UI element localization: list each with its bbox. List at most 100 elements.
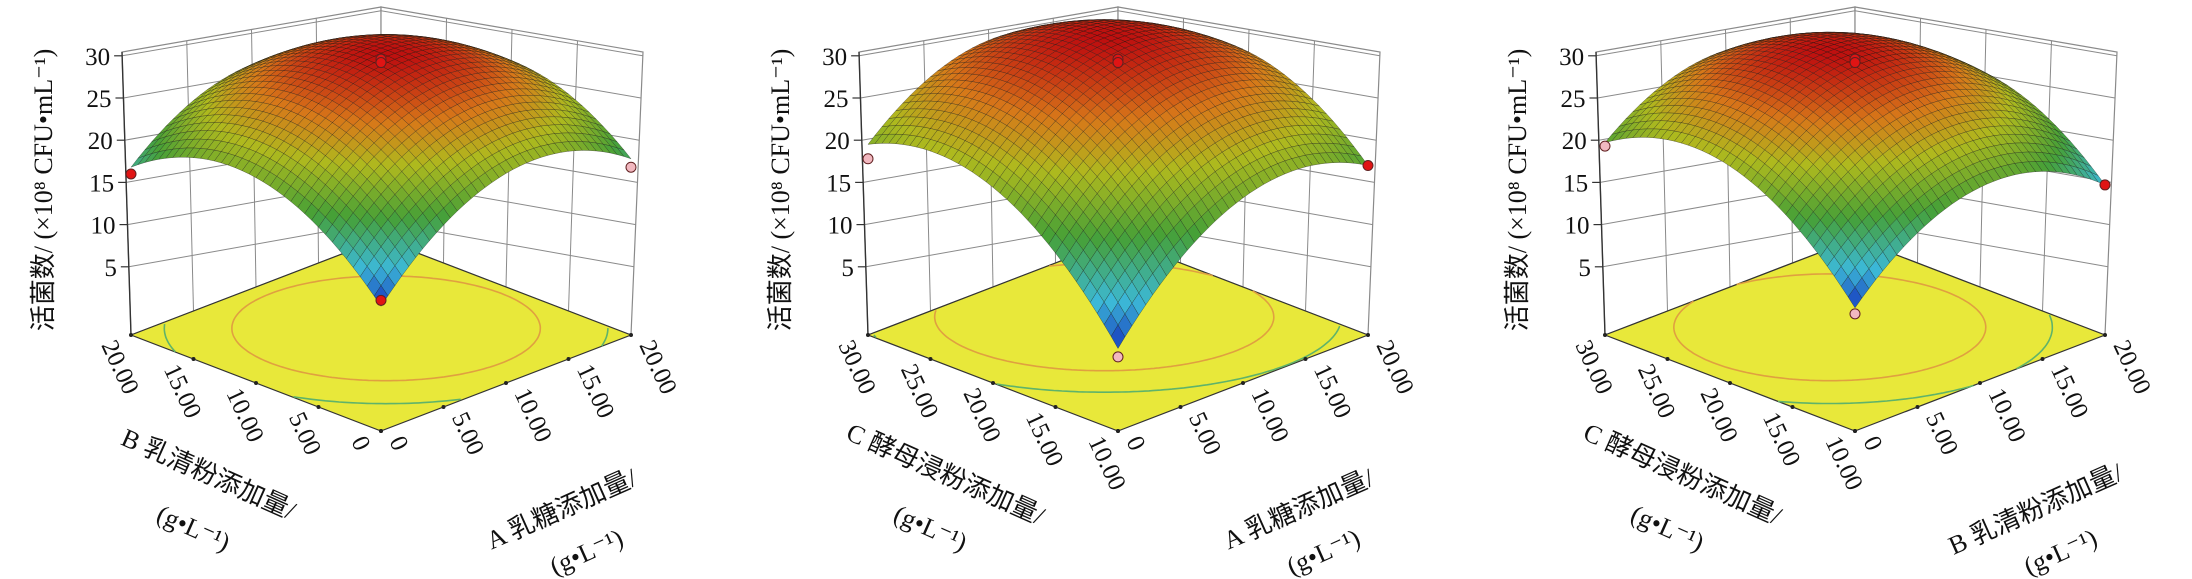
x-axis-tick-label: 15.00 xyxy=(1308,360,1356,422)
x-axis-tick-mark xyxy=(504,381,508,385)
y-axis-tick-mark xyxy=(1053,405,1058,409)
y-axis-title: C 酵母浸粉添加量/ xyxy=(842,418,1049,531)
x-axis-tick-label: 15.00 xyxy=(2045,360,2093,422)
z-tick-label: 5 xyxy=(1578,255,1591,282)
z-tick-label: 5 xyxy=(841,255,854,282)
x-axis-tick-mark xyxy=(1978,381,1982,385)
y-axis-tick-mark xyxy=(1665,357,1670,361)
x-axis-tick-mark xyxy=(1241,381,1245,385)
y-axis-tick-label: 30.00 xyxy=(1570,336,1618,398)
x-axis-tick-mark xyxy=(2040,357,2045,361)
x-axis-tick-label: 20.00 xyxy=(634,336,682,398)
y-axis-tick-mark xyxy=(1116,429,1120,433)
x-axis-tick-label: 15.00 xyxy=(571,360,619,422)
y-axis-title: B 乳清粉添加量/ xyxy=(117,423,300,526)
z-axis-line xyxy=(121,51,132,336)
y-axis-unit: (g•L⁻¹) xyxy=(152,499,234,557)
x-axis-tick-label: 10.00 xyxy=(1983,384,2031,446)
y-axis-tick-mark xyxy=(316,405,321,409)
y-axis-tick-label: 10.00 xyxy=(221,384,269,446)
x-axis-tick-label: 10.00 xyxy=(509,384,557,446)
response-surface xyxy=(1604,31,2106,309)
z-tick-label: 30 xyxy=(1559,44,1584,71)
z-axis-line xyxy=(1595,51,1606,336)
x-axis-tick-label: 5.00 xyxy=(446,408,489,459)
z-tick-label: 25 xyxy=(1560,86,1585,113)
x-axis-tick-mark xyxy=(2103,333,2107,337)
z-tick-label: 30 xyxy=(822,44,847,71)
x-axis-tick-label: 10.00 xyxy=(1246,384,1294,446)
y-axis-tick-label: 0 xyxy=(346,432,376,455)
x-axis-tick-label: 0 xyxy=(1121,432,1151,455)
z-tick-label: 30 xyxy=(85,44,110,71)
z-tick-label: 15 xyxy=(826,170,851,197)
z-axis-title: 活菌数/ (×10⁸ CFU•mL⁻¹) xyxy=(766,49,795,332)
x-axis-tick-label: 5.00 xyxy=(1183,408,1226,459)
design-point xyxy=(1599,140,1611,152)
y-axis-unit: (g•L⁻¹) xyxy=(889,499,971,557)
y-axis-tick-label: 15.00 xyxy=(1020,408,1068,470)
x-axis-tick-mark xyxy=(1303,357,1308,361)
response-surface xyxy=(130,34,632,307)
x-axis-tick-mark xyxy=(1915,405,1920,409)
x-axis-tick-label: 0 xyxy=(1858,432,1888,455)
x-axis-unit: (g•L⁻¹) xyxy=(546,523,628,579)
y-axis-tick-mark xyxy=(991,381,995,385)
y-axis-tick-label: 25.00 xyxy=(1632,360,1680,422)
y-axis-tick-label: 30.00 xyxy=(833,336,881,398)
design-point xyxy=(1112,351,1124,363)
y-axis-tick-mark xyxy=(191,357,196,361)
surface-cell xyxy=(1110,324,1126,349)
y-axis-tick-mark xyxy=(1790,405,1795,409)
floor-contour-25 xyxy=(231,274,542,382)
y-axis-tick-label: 20.00 xyxy=(1695,384,1743,446)
x-axis-tick-mark xyxy=(441,405,446,409)
y-axis-tick-label: 15.00 xyxy=(1757,408,1805,470)
y-axis-tick-mark xyxy=(928,357,933,361)
y-axis-tick-label: 5.00 xyxy=(283,408,326,459)
y-axis-tick-label: 15.00 xyxy=(158,360,206,422)
y-axis-tick-mark xyxy=(129,333,133,337)
z-tick-label: 20 xyxy=(88,128,113,155)
y-axis-tick-mark xyxy=(254,381,258,385)
z-tick-label: 20 xyxy=(825,128,850,155)
x-axis-title: B 乳清粉添加量/ xyxy=(1944,458,2127,561)
z-axis-line xyxy=(858,51,869,336)
response-surface xyxy=(867,19,1369,349)
z-axis-title: 活菌数/ (×10⁸ CFU•mL⁻¹) xyxy=(29,49,58,332)
y-axis-tick-label: 20.00 xyxy=(958,384,1006,446)
surface-plot-1: 5 10 15 20 25 30 00 5.00 5.00 10.00 10.00 15.00 15.0… xyxy=(29,6,682,579)
z-tick-label: 25 xyxy=(823,86,848,113)
design-point xyxy=(862,153,874,165)
x-axis-tick-mark xyxy=(629,333,633,337)
x-axis-tick-mark xyxy=(1366,333,1370,337)
wall-gridline xyxy=(568,40,578,312)
wall-gridline xyxy=(186,40,194,312)
x-axis-tick-label: 20.00 xyxy=(1371,336,1419,398)
y-axis-tick-label: 20.00 xyxy=(96,336,144,398)
x-axis-unit: (g•L⁻¹) xyxy=(2020,523,2102,579)
x-axis-tick-label: 5.00 xyxy=(1920,408,1963,459)
wall-gridline xyxy=(2042,40,2052,312)
x-axis-tick-mark xyxy=(566,357,571,361)
y-axis-title: C 酵母浸粉添加量/ xyxy=(1579,418,1786,531)
design-point xyxy=(625,161,637,173)
z-tick-label: 10 xyxy=(90,213,115,240)
design-point xyxy=(1362,160,1374,172)
y-axis-tick-mark xyxy=(379,429,383,433)
y-axis-tick-mark xyxy=(866,333,870,337)
y-axis-tick-mark xyxy=(1728,381,1732,385)
z-tick-label: 20 xyxy=(1562,128,1587,155)
x-axis-unit: (g•L⁻¹) xyxy=(1283,523,1365,579)
design-point xyxy=(1112,57,1124,69)
design-point xyxy=(1849,57,1861,69)
z-tick-label: 10 xyxy=(1564,213,1589,240)
z-tick-label: 25 xyxy=(86,86,111,113)
design-point xyxy=(375,294,387,306)
wall-gridline xyxy=(1305,40,1315,312)
x-axis-tick-label: 0 xyxy=(384,432,414,455)
x-axis-tick-mark xyxy=(1178,405,1183,409)
